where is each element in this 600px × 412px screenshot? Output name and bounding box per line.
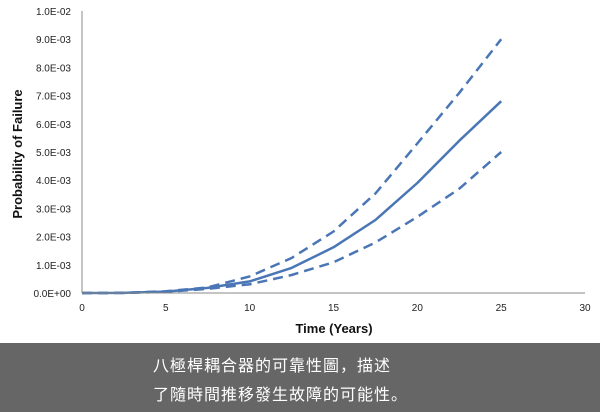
y-tick-label: 4.0E-03 xyxy=(36,176,71,187)
y-axis-title: Probability of Failure xyxy=(10,89,25,218)
x-tick-label: 25 xyxy=(496,303,508,314)
y-tick-labels: 0.0E+00 1.0E-03 2.0E-03 3.0E-03 4.0E-03 5.0E-… xyxy=(33,7,71,300)
x-tick-label: 20 xyxy=(412,303,424,314)
line-chart: 0 5 10 15 20 25 30 0.0E+00 1.0E-03 2.0E-03 3.0E-0… xyxy=(10,7,591,336)
chart-series-group xyxy=(81,38,503,295)
y-tick-label: 9.0E-03 xyxy=(36,35,71,46)
y-tick-label: 6.0E-03 xyxy=(36,120,71,131)
y-tick-label: 2.0E-03 xyxy=(36,233,71,244)
y-tick-label: 1.0E-03 xyxy=(36,261,71,272)
y-tick-label: 8.0E-03 xyxy=(36,63,71,74)
y-tick-label: 3.0E-03 xyxy=(36,204,71,215)
x-tick-label: 30 xyxy=(579,303,591,314)
lower-bound-line xyxy=(81,151,503,295)
x-tick-label: 5 xyxy=(163,303,169,314)
y-tick-label: 0.0E+00 xyxy=(33,289,71,300)
x-tick-label: 0 xyxy=(79,303,85,314)
caption-line-1: 八極桿耦合器的可靠性圖，描述 xyxy=(153,356,392,375)
x-tick-labels: 0 5 10 15 20 25 30 xyxy=(79,303,591,314)
y-tick-label: 5.0E-03 xyxy=(36,148,71,159)
caption-bar xyxy=(0,343,600,412)
caption-line-2: 了隨時間推移發生故障的可能性。 xyxy=(153,385,409,404)
x-tick-label: 10 xyxy=(244,303,256,314)
x-tick-label: 15 xyxy=(328,303,340,314)
y-tick-label: 1.0E-02 xyxy=(36,7,71,18)
upper-bound-line xyxy=(81,38,503,295)
y-tick-label: 7.0E-03 xyxy=(36,92,71,103)
x-axis-title: Time (Years) xyxy=(295,321,372,336)
probability-line xyxy=(81,100,503,295)
